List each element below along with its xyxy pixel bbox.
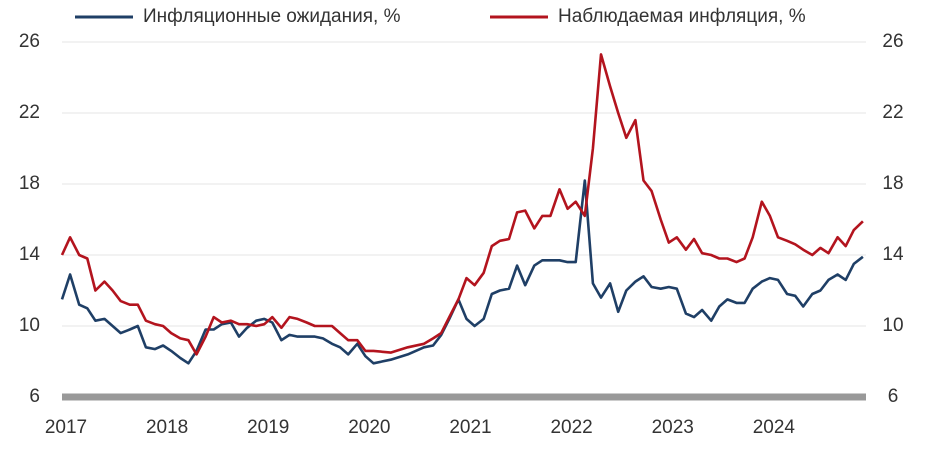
y-tick-label: 14 (19, 244, 41, 265)
y2-tick-label: 26 (882, 31, 903, 52)
x-tick-label: 2021 (449, 417, 491, 438)
x-tick-label: 2018 (146, 417, 188, 438)
line-series (60, 179, 864, 365)
x-tick-label: 2019 (247, 417, 289, 438)
y-tick-label: 10 (19, 315, 40, 336)
x-tick-label: 2024 (753, 417, 796, 438)
y-tick-label: 22 (19, 102, 40, 123)
legend-label: Инфляционные ожидания, % (143, 6, 401, 27)
y2-tick-label: 10 (882, 315, 903, 336)
legend-label: Наблюдаемая инфляция, % (558, 6, 806, 27)
x-tick-label: 2017 (45, 417, 87, 438)
y2-tick-label: 22 (882, 102, 903, 123)
y-tick-label: 6 (29, 386, 40, 407)
y2-tick-label: 14 (882, 244, 904, 265)
y-tick-label: 18 (19, 173, 40, 194)
y2-tick-label: 18 (882, 173, 903, 194)
line-series (60, 53, 864, 356)
y-tick-label: 26 (19, 31, 40, 52)
x-tick-label: 2022 (550, 417, 592, 438)
x-tick-label: 2020 (348, 417, 390, 438)
x-tick-label: 2023 (652, 417, 694, 438)
y2-tick-label: 6 (888, 386, 899, 407)
